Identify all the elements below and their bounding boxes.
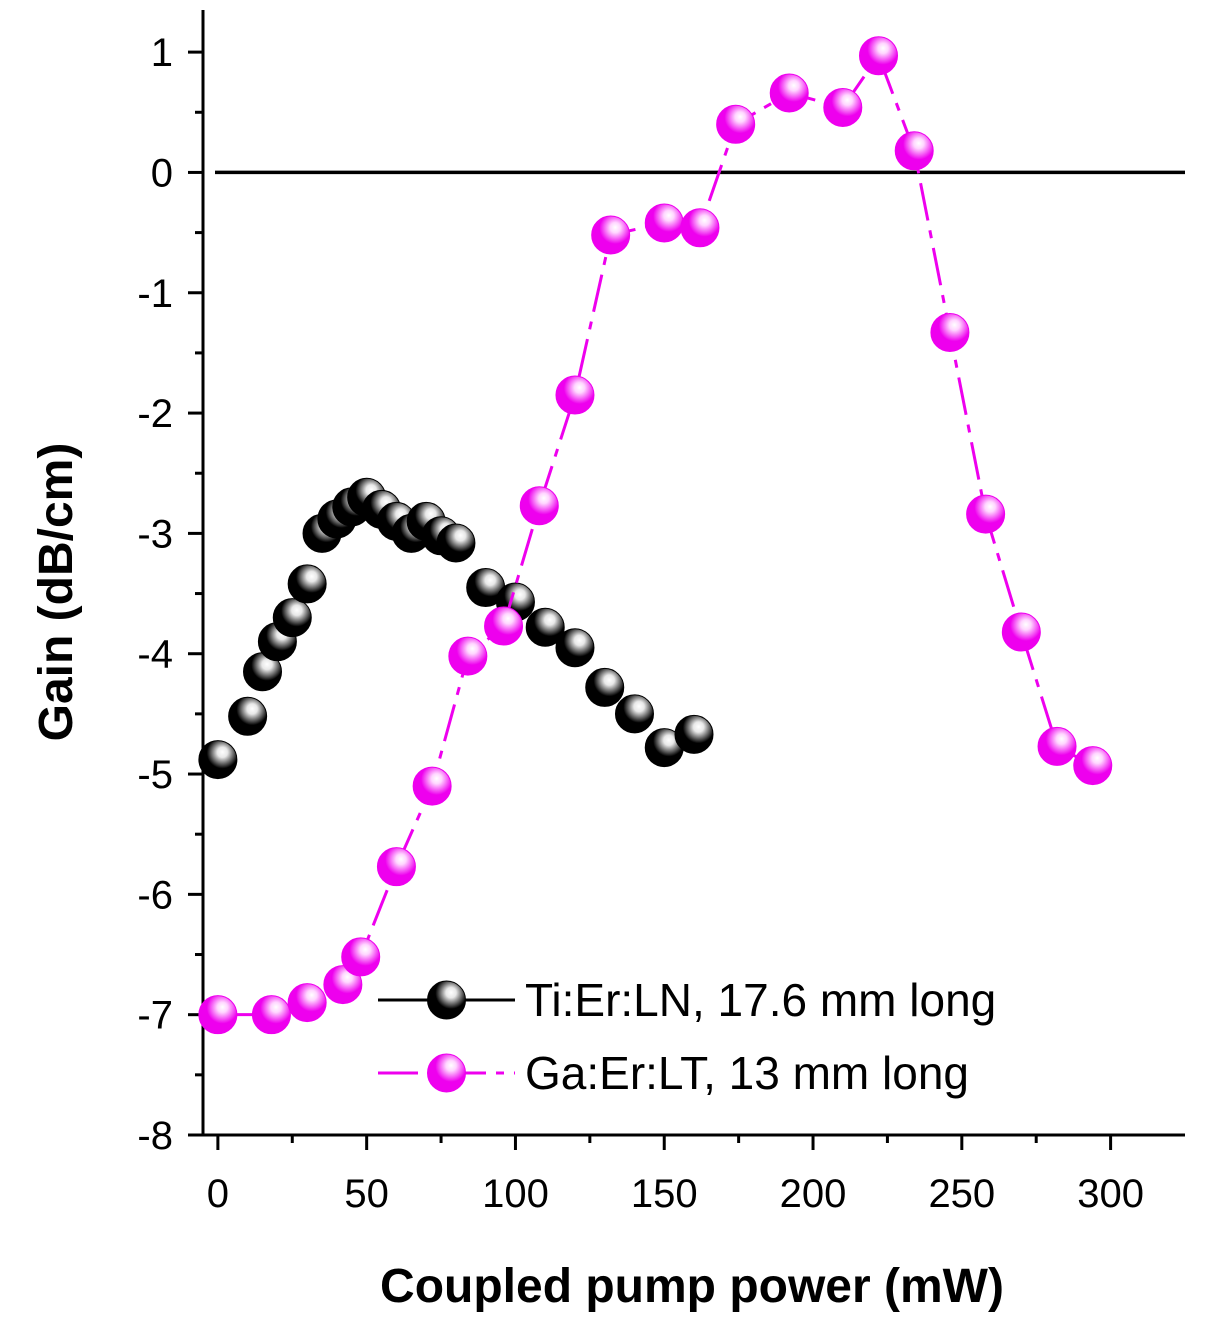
legend-label: Ti:Er:LN, 17.6 mm long: [525, 974, 996, 1026]
y-tick-label: -5: [137, 753, 173, 797]
x-tick-label: 100: [482, 1172, 549, 1216]
y-tick-label: -3: [137, 512, 173, 556]
y-tick-label: 0: [151, 151, 173, 195]
x-tick-label: 50: [344, 1172, 389, 1216]
data-point: [680, 208, 720, 248]
x-tick-label: 200: [780, 1172, 847, 1216]
data-point: [614, 694, 654, 734]
y-tick-label: -1: [137, 272, 173, 316]
data-point: [894, 131, 934, 171]
data-point: [585, 667, 625, 707]
data-point: [1037, 726, 1077, 766]
x-tick-label: 250: [928, 1172, 995, 1216]
series-line-1: [217, 52, 1094, 1017]
data-point: [930, 312, 970, 352]
data-point: [591, 215, 631, 255]
x-tick-label: 300: [1077, 1172, 1144, 1216]
legend-label: Ga:Er:LT, 13 mm long: [525, 1047, 969, 1099]
data-point: [376, 847, 416, 887]
data-point: [228, 696, 268, 736]
data-point: [1073, 746, 1113, 786]
data-point: [272, 598, 312, 638]
data-point: [448, 636, 488, 676]
data-point: [769, 73, 809, 113]
data-point: [412, 766, 452, 806]
data-point: [198, 995, 238, 1035]
data-point: [555, 375, 595, 415]
data-point: [823, 87, 863, 127]
data-point: [484, 606, 524, 646]
y-tick-label: -4: [137, 633, 173, 677]
data-point: [525, 607, 565, 647]
data-point: [287, 564, 327, 604]
axes: 1 0 -1 -2 -3 -4 -5 -6 -7 -8 0 50 100 150 200 250 300: [137, 10, 1185, 1216]
data-point: [674, 714, 714, 754]
data-point: [198, 740, 238, 780]
x-axis-title: Coupled pump power (mW): [380, 1260, 1004, 1313]
data-point: [858, 36, 898, 76]
data-point: [966, 494, 1006, 534]
plot-area: [198, 36, 1113, 1035]
data-point: [287, 983, 327, 1023]
y-tick-label: -2: [137, 392, 173, 436]
data-point: [644, 203, 684, 243]
legend: Ti:Er:LN, 17.6 mm long Ga:Er:LT, 13 mm lo…: [378, 974, 996, 1099]
y-tick-label: 1: [151, 31, 173, 75]
y-tick-label: -8: [137, 1114, 173, 1158]
x-tick-label: 0: [207, 1172, 229, 1216]
legend-marker-0: [427, 980, 466, 1020]
data-point: [251, 995, 291, 1035]
y-tick-label: -6: [137, 873, 173, 917]
y-tick-label: -7: [137, 994, 173, 1038]
data-point: [1001, 612, 1041, 652]
data-point: [519, 486, 559, 526]
data-point: [341, 937, 381, 977]
data-point: [716, 104, 756, 144]
y-axis-title: Gain (dB/cm): [30, 443, 83, 742]
x-tick-label: 150: [631, 1172, 698, 1216]
data-point: [436, 523, 476, 563]
legend-marker-1: [427, 1053, 466, 1093]
data-point: [323, 965, 363, 1005]
data-point: [555, 628, 595, 668]
